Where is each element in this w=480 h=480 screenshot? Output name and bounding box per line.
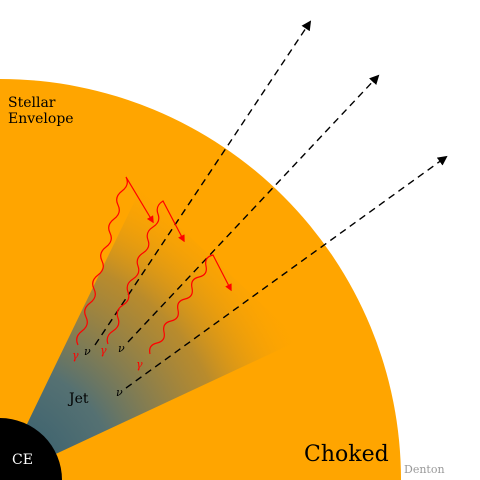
- photon-label-1: γ: [72, 349, 79, 362]
- photon-label-2: γ: [100, 344, 107, 357]
- neutrino-label-2: ν: [118, 342, 125, 355]
- neutrino-label-3: ν: [116, 386, 123, 399]
- jet-label: Jet: [67, 391, 89, 407]
- credit-label: Denton: [404, 463, 445, 476]
- core-label: CE: [12, 452, 33, 468]
- state-label: Choked: [304, 442, 389, 467]
- envelope-label-line1: Stellar: [8, 95, 56, 111]
- neutrino-label-1: ν: [84, 345, 91, 358]
- photon-label-3: γ: [136, 358, 143, 371]
- envelope-label-line2: Envelope: [8, 111, 74, 127]
